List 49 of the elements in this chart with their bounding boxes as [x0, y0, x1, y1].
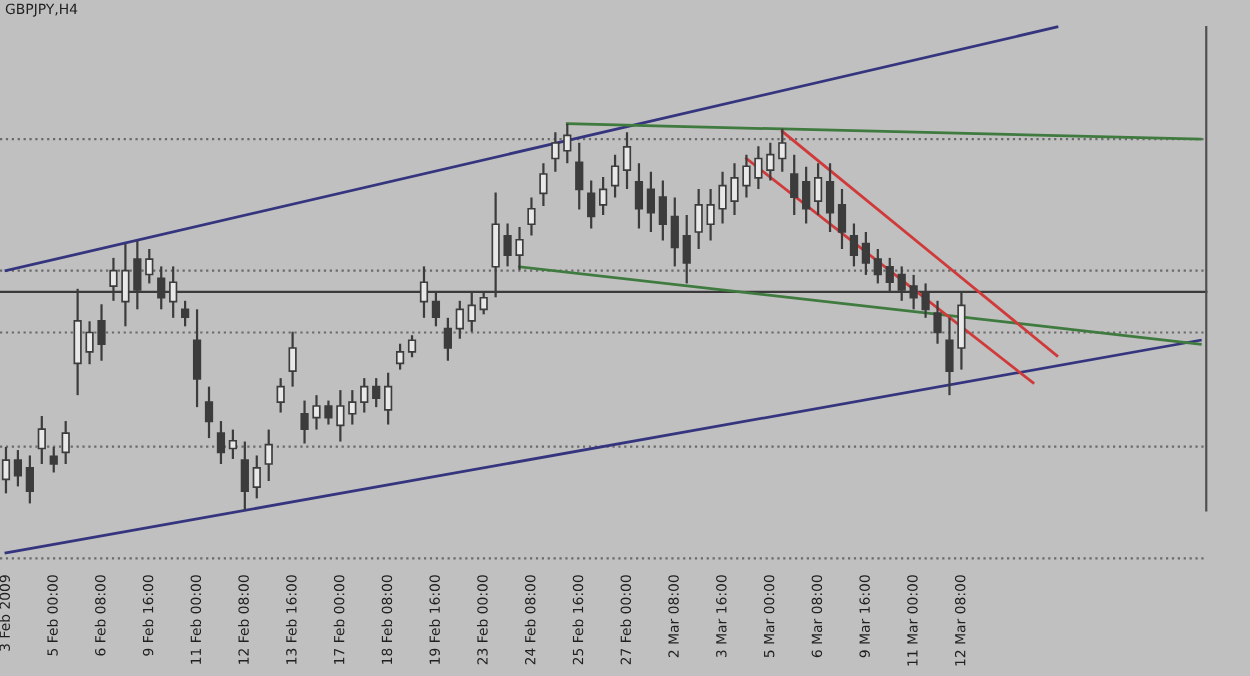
- candlestick: [849, 222, 859, 268]
- candlestick: [861, 230, 870, 277]
- candlestick: [682, 213, 691, 285]
- candlestick: [407, 334, 417, 359]
- candlestick: [837, 187, 847, 251]
- candlestick: [575, 141, 584, 211]
- candlestick: [37, 414, 46, 466]
- candlestick: [288, 330, 297, 388]
- candlestick: [933, 299, 942, 345]
- candlestick: [384, 371, 393, 426]
- candlestick: [49, 445, 58, 474]
- candlestick: [145, 247, 154, 285]
- candlestick: [813, 162, 823, 217]
- candlestick: [216, 419, 226, 466]
- candlestick: [204, 385, 214, 440]
- candlestick: [527, 196, 536, 237]
- candlestick: [587, 179, 596, 230]
- candlestick: [873, 247, 882, 285]
- candlestick: [646, 170, 656, 234]
- candlestick: [276, 377, 285, 414]
- candlestick: [455, 299, 464, 340]
- candlestick: [790, 153, 799, 217]
- candlestick: [372, 377, 381, 409]
- candlestick: [252, 454, 261, 500]
- candlestick: [622, 131, 632, 191]
- candlestick: [25, 454, 34, 505]
- candlestick: [264, 428, 273, 483]
- candlestick: [228, 428, 238, 461]
- candlestick: [658, 179, 667, 242]
- candlestick: [825, 162, 835, 234]
- candlestick: [563, 122, 572, 165]
- candlestick: [802, 165, 811, 225]
- candlestick: [180, 299, 190, 328]
- candlestick: [348, 389, 357, 426]
- candlestick: [1, 445, 11, 495]
- candlestick: [551, 131, 560, 173]
- candlestick: [395, 342, 405, 371]
- candlestick: [778, 127, 787, 173]
- candlestick: [670, 196, 679, 268]
- candlestick: [61, 419, 70, 466]
- candlestick: [240, 440, 249, 511]
- candlestick: [360, 377, 369, 414]
- candlestick: [610, 153, 620, 199]
- candlestick: [192, 308, 202, 409]
- candlestick: [599, 175, 608, 217]
- candlestick: [13, 448, 23, 488]
- candlestick: [443, 316, 452, 362]
- candlestick: [634, 162, 644, 230]
- candlestick: [539, 162, 548, 208]
